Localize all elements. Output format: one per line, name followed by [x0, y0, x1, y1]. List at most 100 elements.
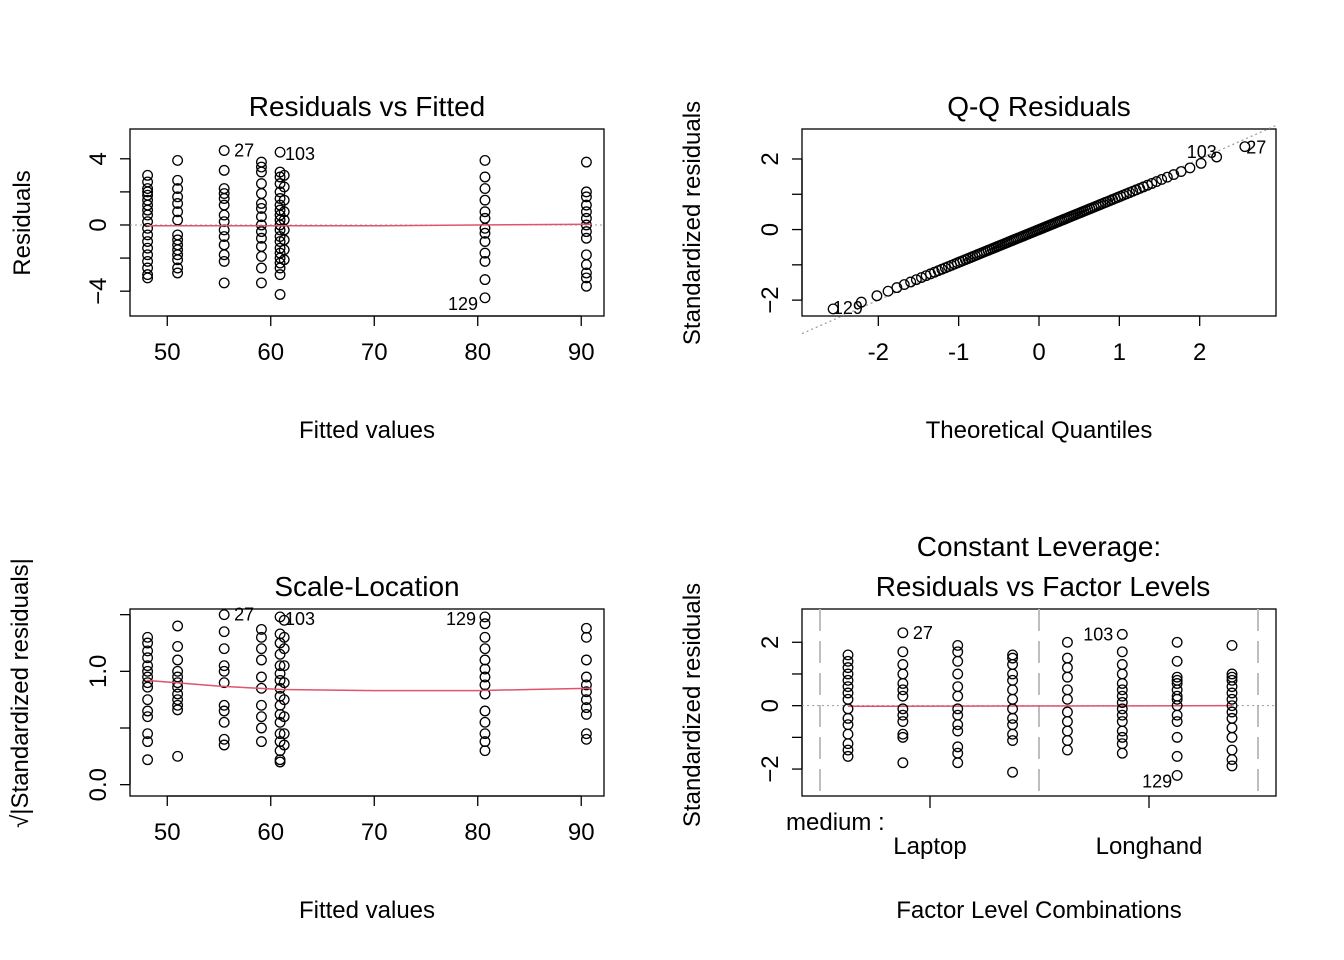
plot3-point: [218, 660, 230, 672]
plot2-point: [1146, 178, 1158, 189]
plot1-point: [255, 277, 267, 289]
plot4-point: [1007, 674, 1019, 686]
plot1-point-label: 103: [285, 144, 315, 164]
plot1-ylabel: Residuals: [9, 170, 36, 275]
plot1-point: [142, 186, 154, 198]
plot3-point: [142, 652, 154, 664]
plot3-title: Scale-Location: [274, 571, 459, 602]
plot1-point: [255, 232, 267, 244]
plot3-point: [142, 677, 154, 689]
plot1-point: [255, 161, 267, 173]
plot4-point: [1171, 731, 1183, 743]
plot4-point: [1116, 628, 1128, 640]
plot1-point: [278, 194, 290, 206]
plot3-xlabel: Fitted values: [299, 897, 435, 924]
plot1-point: [479, 247, 491, 259]
plot4-point: [842, 728, 854, 740]
plot3-point-label: 27: [234, 605, 254, 625]
plot3-point-label: 129: [446, 609, 476, 629]
plot4-point: [897, 646, 909, 658]
plot1-point: [172, 267, 184, 279]
plot2-point: [916, 272, 927, 284]
plot4-point: [1171, 636, 1183, 648]
plot4-point: [1226, 722, 1238, 734]
plot1-point: [218, 277, 230, 289]
plot3-point: [580, 733, 592, 745]
plot3-frame: [129, 608, 605, 797]
plot3-point: [278, 694, 290, 706]
plot4-point: [1061, 706, 1073, 718]
plot3-point: [172, 620, 184, 632]
plot4-point: [842, 687, 854, 699]
plot3-point: [278, 728, 290, 740]
plot1-point: [278, 206, 290, 218]
plot1-point: [580, 199, 592, 211]
plot1-point: [580, 232, 592, 244]
plot3-point: [479, 643, 491, 655]
plot3-point: [172, 665, 184, 677]
plot4-point: [1116, 668, 1128, 680]
plot1-point: [172, 154, 184, 166]
plot2-point-label: 27: [1246, 137, 1266, 157]
plot3-point: [479, 663, 491, 675]
plot1-xtick-label: 50: [154, 339, 181, 366]
plot2-point: [1156, 174, 1168, 185]
plot4-point: [1226, 712, 1238, 724]
plot3-point: [255, 736, 267, 748]
plot1-point: [255, 250, 267, 262]
plot2-point: [1184, 162, 1196, 174]
plot3-point: [172, 688, 184, 700]
plot4-point: [1226, 706, 1238, 718]
plot3-point: [479, 688, 491, 700]
plot2-xtick-label: 2: [1193, 339, 1206, 366]
plot1-point-label: 27: [234, 141, 254, 161]
plot1-ytick-label: 4: [85, 152, 112, 165]
plot4-point: [1116, 725, 1128, 737]
plot2-point: [910, 274, 922, 286]
plot3-point: [218, 626, 230, 638]
plot4-ytick-label: −2: [757, 755, 784, 782]
plot1-point: [255, 188, 267, 199]
plot1-point: [218, 231, 230, 243]
plot4-point: [1226, 693, 1238, 705]
plot3-xtick-label: 50: [154, 819, 181, 846]
plot1-point: [172, 183, 184, 195]
plot4-point: [1171, 750, 1183, 762]
plot1-point: [479, 236, 491, 247]
plot3-point: [218, 739, 230, 751]
plot1-point: [580, 272, 592, 284]
plot3-point: [255, 623, 267, 635]
plot1-point: [218, 188, 230, 199]
plot1-point: [479, 255, 491, 267]
plot4-point: [1061, 725, 1073, 737]
plot3-xtick-label: 70: [361, 819, 388, 846]
plot3-point: [218, 699, 230, 711]
plot3-point: [479, 745, 491, 757]
plot4-point: [1226, 744, 1238, 756]
plot1-point: [218, 249, 230, 261]
plot3-smooth-line: [146, 679, 592, 692]
plot1-smooth-line: [146, 223, 592, 227]
plot1-point: [580, 280, 592, 292]
plot1-point: [142, 229, 154, 241]
plot2-xtick-label: 0: [1032, 339, 1045, 366]
plot4-point: [1061, 671, 1073, 683]
plot1-point: [580, 259, 592, 271]
plot4-point: [1171, 671, 1183, 683]
plot1-point: [218, 145, 230, 156]
plot4-point: [1226, 760, 1238, 772]
plot3-point: [142, 637, 154, 649]
plot4-point: [842, 655, 854, 667]
plot4-point: [842, 738, 854, 750]
plot1-point: [580, 206, 592, 218]
plot4-point: [1116, 684, 1128, 696]
plot2-point-label: 129: [833, 298, 863, 318]
plot1-xtick-label: 70: [361, 339, 388, 366]
plot4-point: [1061, 652, 1073, 664]
plot4-point: [842, 674, 854, 686]
plot1-point: [278, 254, 290, 266]
plot4-point: [1007, 668, 1019, 680]
plot1-point: [479, 183, 491, 195]
plot4-point: [1226, 731, 1238, 743]
